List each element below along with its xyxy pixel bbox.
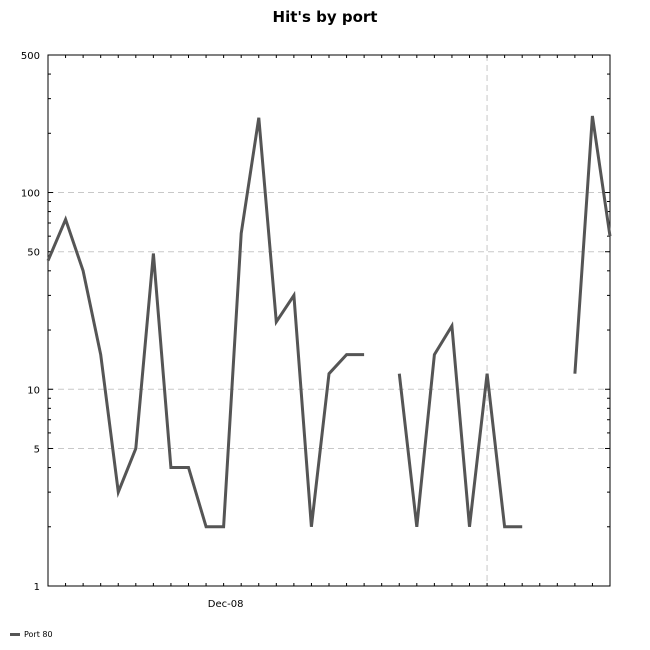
plot-frame bbox=[47, 54, 611, 587]
y-tick-label: 50 bbox=[27, 248, 40, 259]
chart-title: Hit's by port bbox=[272, 8, 378, 26]
legend-swatch bbox=[10, 633, 20, 636]
series-line-port-80 bbox=[573, 115, 612, 374]
x-tick-label: Dec-08 bbox=[208, 599, 244, 610]
y-tick-label: 10 bbox=[27, 385, 40, 396]
y-tick-label: 5 bbox=[34, 444, 40, 455]
legend: Port 80 bbox=[10, 630, 53, 639]
series-line-port-80 bbox=[397, 321, 523, 529]
y-tick-label: 1 bbox=[34, 582, 40, 593]
y-tick-label: 500 bbox=[21, 51, 40, 62]
legend-label: Port 80 bbox=[24, 630, 53, 639]
series-line-port-80 bbox=[46, 117, 365, 529]
y-tick-label: 100 bbox=[21, 189, 40, 200]
